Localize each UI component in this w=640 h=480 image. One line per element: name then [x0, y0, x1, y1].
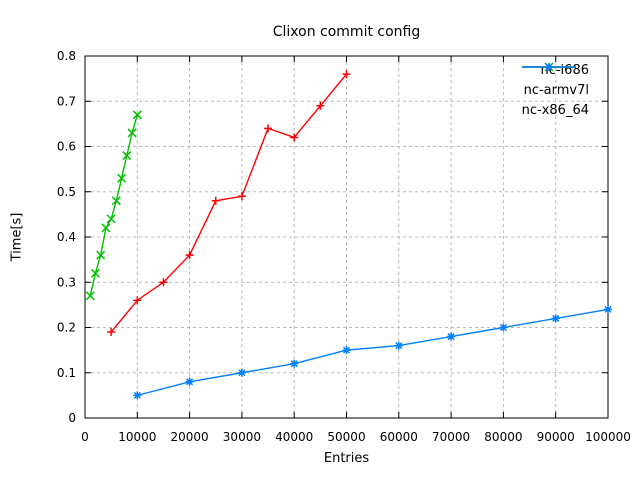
data-point-plus-icon — [211, 196, 220, 205]
y-tick-label: 0 — [68, 411, 76, 425]
legend-item: nc-x86_64 — [521, 63, 601, 120]
data-point-star-icon — [237, 368, 246, 377]
data-point-plus-icon — [290, 133, 299, 142]
legend-item: nc-armv7l — [521, 62, 601, 100]
x-tick-label: 50000 — [327, 430, 365, 444]
data-point-star-icon — [185, 377, 194, 386]
data-point-cross-icon — [132, 110, 142, 120]
data-point-star-icon — [551, 314, 560, 323]
data-point-cross-icon — [96, 250, 106, 260]
data-point-cross-icon — [90, 268, 100, 278]
legend-label: nc-armv7l — [523, 82, 589, 98]
data-point-star-icon — [604, 305, 612, 314]
x-tick-label: 70000 — [432, 430, 470, 444]
legend-star-marker-icon — [521, 63, 576, 71]
y-tick-label: 0.3 — [57, 275, 76, 289]
data-point-cross-icon — [127, 128, 137, 138]
data-point-cross-icon — [122, 151, 132, 161]
x-tick-label: 30000 — [223, 430, 261, 444]
y-tick-label: 0.5 — [57, 185, 76, 199]
data-point-plus-icon — [185, 251, 194, 260]
x-tick-label: 0 — [81, 430, 89, 444]
y-tick-label: 0.1 — [57, 366, 76, 380]
data-point-cross-icon — [85, 291, 95, 301]
x-tick-label: 10000 — [118, 430, 156, 444]
x-tick-label: 80000 — [484, 430, 522, 444]
y-tick-label: 0.6 — [57, 140, 76, 154]
data-point-cross-icon — [117, 173, 127, 183]
data-point-star-icon — [290, 359, 299, 368]
data-point-plus-icon — [264, 124, 273, 133]
data-point-plus-icon — [316, 101, 325, 110]
series-line — [110, 73, 348, 333]
y-tick-label: 0.8 — [57, 49, 76, 63]
series-line — [137, 308, 609, 397]
data-point-star-icon — [133, 391, 142, 400]
x-tick-label: 60000 — [380, 430, 418, 444]
x-tick-label: 90000 — [537, 430, 575, 444]
data-point-plus-icon — [133, 296, 142, 305]
y-tick-label: 0.4 — [57, 230, 76, 244]
data-point-plus-icon — [159, 278, 168, 287]
y-tick-label: 0.2 — [57, 321, 76, 335]
legend-label: nc-x86_64 — [521, 102, 589, 118]
x-tick-label: 40000 — [275, 430, 313, 444]
data-point-cross-icon — [101, 223, 111, 233]
legend: nc-i686 nc-armv7l nc-x86_64 — [521, 60, 601, 120]
series-line — [89, 114, 138, 296]
x-tick-label: 100000 — [585, 430, 631, 444]
data-point-star-icon — [394, 341, 403, 350]
data-point-cross-icon — [106, 214, 116, 224]
y-axis-title: Time[s] — [9, 212, 25, 262]
data-point-plus-icon — [342, 70, 351, 79]
data-point-plus-icon — [237, 192, 246, 201]
x-tick-label: 20000 — [171, 430, 209, 444]
data-point-star-icon — [447, 332, 456, 341]
x-axis-title: Entries — [323, 451, 370, 466]
data-point-plus-icon — [107, 328, 116, 337]
chart-title: Clixon commit config — [272, 24, 421, 40]
y-tick-label: 0.7 — [57, 94, 76, 108]
data-point-star-icon — [342, 346, 351, 355]
data-point-cross-icon — [111, 196, 121, 206]
data-point-star-icon — [499, 323, 508, 332]
